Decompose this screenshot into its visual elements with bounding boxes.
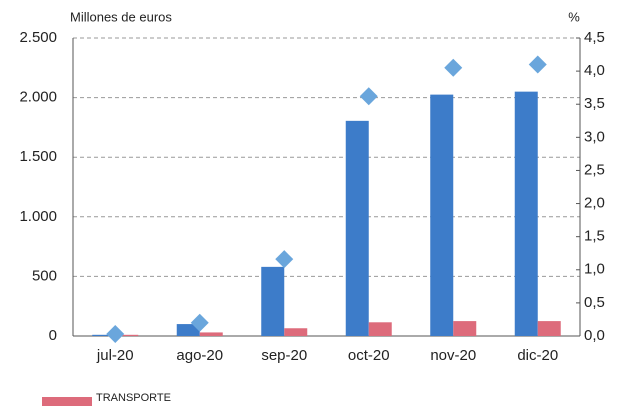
y-tick-label: 1.500 xyxy=(19,148,57,165)
y-axis-label: Millones de euros xyxy=(70,9,172,24)
bar xyxy=(345,120,369,337)
y2-tick-label: 4,0 xyxy=(584,62,605,79)
diamond-marker xyxy=(359,87,378,106)
diamond-marker xyxy=(444,58,463,77)
bar xyxy=(92,334,116,336)
diamond-marker xyxy=(190,313,209,332)
bar xyxy=(453,321,477,336)
diamond-marker xyxy=(275,250,294,269)
x-tick-label: ago-20 xyxy=(176,347,223,364)
bar xyxy=(537,321,561,336)
y-tick-label: 2.000 xyxy=(19,89,57,106)
y-tick-label: 2.500 xyxy=(19,29,57,46)
bar xyxy=(430,94,454,337)
bar xyxy=(176,324,200,336)
y-tick-label: 0 xyxy=(49,327,57,344)
y-tick-label: 500 xyxy=(32,267,57,284)
legend-swatch xyxy=(42,397,92,406)
legend-label: TRANSPORTE xyxy=(96,392,171,404)
y2-axis-label: % xyxy=(568,9,580,24)
bar xyxy=(368,322,392,336)
x-tick-label: nov-20 xyxy=(430,347,476,364)
diamond-marker xyxy=(528,55,547,74)
y2-tick-label: 1,0 xyxy=(584,261,605,278)
y2-tick-label: 2,0 xyxy=(584,195,605,212)
x-tick-label: oct-20 xyxy=(348,347,390,364)
y-tick-label: 1.000 xyxy=(19,208,57,225)
bar xyxy=(115,334,139,336)
x-tick-label: sep-20 xyxy=(261,347,307,364)
y2-tick-label: 1,5 xyxy=(584,228,605,245)
y2-tick-label: 2,5 xyxy=(584,161,605,178)
diamond-marker xyxy=(106,325,125,344)
y2-tick-label: 0,5 xyxy=(584,294,605,311)
x-tick-label: dic-20 xyxy=(517,347,558,364)
bar xyxy=(199,332,223,336)
y2-tick-label: 0,0 xyxy=(584,327,605,344)
x-tick-label: jul-20 xyxy=(96,347,134,364)
bar xyxy=(514,91,538,336)
y2-tick-label: 3,0 xyxy=(584,128,605,145)
bar xyxy=(261,266,285,336)
y2-tick-label: 3,5 xyxy=(584,95,605,112)
y2-tick-label: 4,5 xyxy=(584,29,605,46)
bar xyxy=(284,328,308,336)
